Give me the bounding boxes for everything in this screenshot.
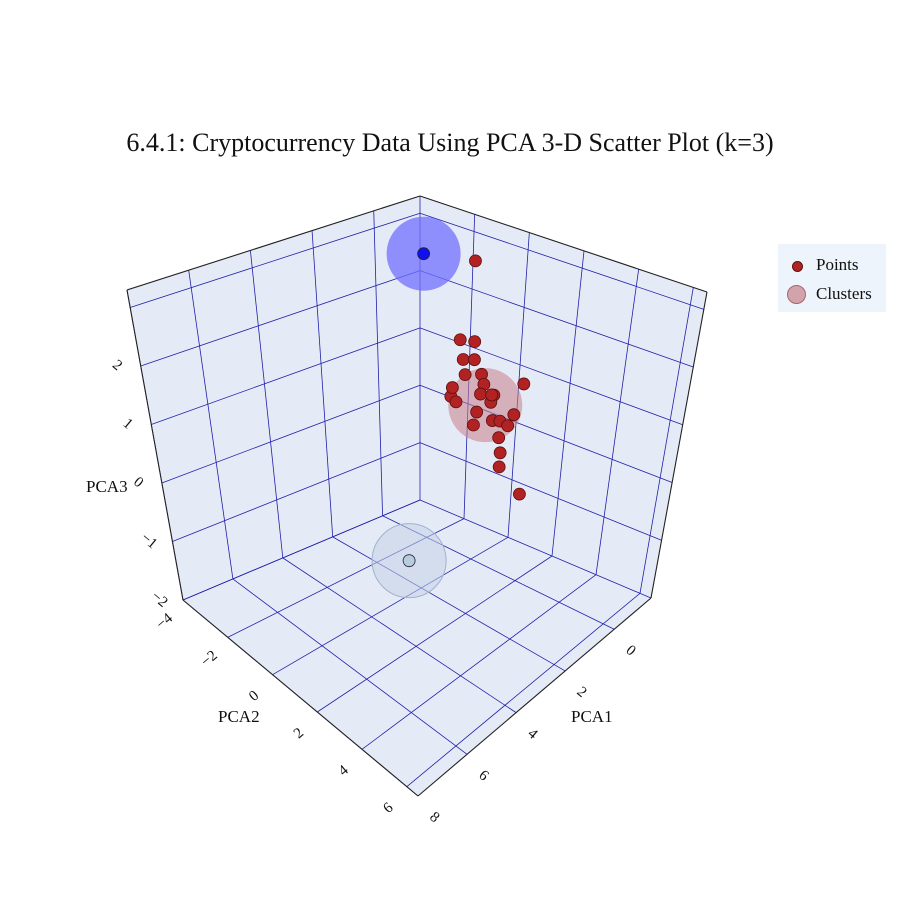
grid-line — [406, 593, 641, 787]
x-tick-label: 2 — [574, 684, 590, 701]
y-axis-label: PCA2 — [218, 707, 260, 726]
data-point[interactable] — [449, 395, 463, 409]
data-point[interactable] — [507, 408, 521, 422]
grid-line — [551, 250, 585, 557]
data-point[interactable] — [517, 377, 531, 391]
x-axis-label: PCA1 — [571, 707, 613, 726]
y-tick-label: −4 — [153, 610, 176, 633]
grid-line — [282, 557, 517, 713]
axis-edge — [417, 597, 652, 797]
grid-line — [130, 212, 421, 308]
grid-line — [172, 442, 421, 542]
x-tick-label: 4 — [524, 726, 540, 743]
axis-edge — [126, 195, 421, 291]
data-point[interactable] — [467, 418, 480, 432]
grid-line — [419, 212, 704, 310]
z-tick-label: 0 — [130, 474, 146, 491]
grid-line — [639, 287, 694, 594]
legend-item-clusters[interactable]: Clusters — [778, 282, 886, 308]
axis-edges — [126, 195, 708, 797]
grid-line — [419, 499, 652, 599]
z-tick-label: −1 — [138, 530, 161, 553]
grid-line — [595, 269, 640, 575]
data-point[interactable] — [468, 335, 482, 349]
floor-pane — [183, 500, 651, 796]
grid-line — [161, 384, 421, 484]
grid-line — [151, 327, 421, 425]
y-tick-label: −2 — [198, 648, 221, 671]
data-point[interactable] — [456, 353, 470, 366]
grid-line — [249, 250, 284, 558]
data-point[interactable] — [402, 554, 416, 568]
legend-item-points[interactable]: Points — [778, 253, 886, 279]
grid-line — [332, 536, 566, 672]
points-swatch — [792, 261, 803, 272]
grid-line — [419, 442, 662, 541]
data-point[interactable] — [458, 368, 472, 381]
x-tick-label: 0 — [623, 642, 639, 659]
x-tick-label: 6 — [475, 767, 491, 784]
grid-line — [188, 270, 234, 580]
data-point[interactable] — [492, 460, 506, 474]
grid-line — [140, 270, 421, 367]
left-wall-pane — [127, 196, 420, 600]
data-point[interactable] — [417, 247, 431, 261]
legend-label-clusters: Clusters — [816, 284, 872, 303]
data-point[interactable] — [501, 419, 515, 433]
z-tick-label: −2 — [148, 588, 171, 611]
grid-line — [311, 230, 334, 537]
data-point[interactable] — [492, 431, 506, 445]
grid-line — [182, 499, 421, 601]
grid-line — [232, 578, 468, 755]
grid-line — [373, 210, 383, 516]
axis-edge — [650, 291, 708, 599]
legend-label-points: Points — [816, 255, 859, 274]
data-point[interactable] — [469, 254, 482, 268]
y-tick-label: 4 — [336, 762, 352, 779]
axis-edge — [182, 599, 419, 797]
grid-line — [361, 574, 597, 750]
data-point[interactable] — [513, 487, 526, 501]
axis-edge — [126, 289, 184, 601]
data-point[interactable] — [445, 381, 459, 394]
y-tick-label: 0 — [246, 688, 262, 705]
z-axis-label: PCA3 — [86, 477, 128, 496]
data-point[interactable] — [470, 405, 484, 419]
data-marks — [371, 216, 531, 599]
x-tick-label: 8 — [426, 809, 442, 826]
data-point[interactable] — [493, 446, 507, 460]
data-point[interactable] — [485, 388, 499, 402]
data-point[interactable] — [453, 333, 467, 347]
clusters-swatch — [787, 285, 806, 304]
data-point[interactable] — [468, 353, 481, 367]
y-tick-label: 2 — [291, 725, 307, 742]
grid-line — [419, 270, 694, 368]
z-tick-label: 1 — [120, 416, 136, 433]
axis-edge — [419, 195, 708, 293]
data-point[interactable] — [474, 387, 487, 401]
chart-title: 6.4.1: Cryptocurrency Data Using PCA 3-D… — [126, 128, 774, 157]
z-tick-label: 2 — [109, 357, 125, 374]
y-tick-label: 6 — [380, 799, 396, 816]
grid-line — [317, 555, 553, 713]
legend[interactable]: Points Clusters — [778, 244, 886, 312]
grid-line — [272, 536, 509, 676]
